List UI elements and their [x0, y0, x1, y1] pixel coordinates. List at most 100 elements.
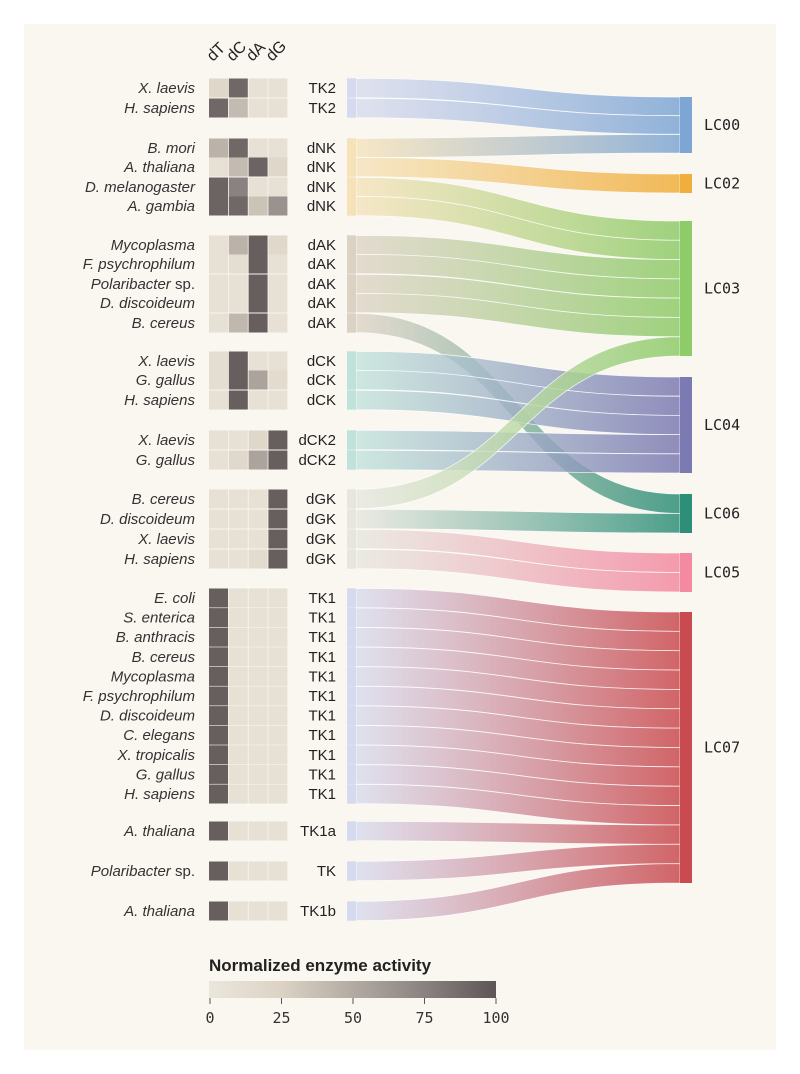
- heatmap-cell-dC: [228, 666, 248, 686]
- organism-name: B. cereus: [132, 649, 196, 666]
- heatmap-cell-dG: [268, 78, 288, 98]
- heatmap-cell-dT: [209, 450, 228, 470]
- heatmap-cell-dG: [268, 254, 288, 274]
- organism-label: X. laevis: [137, 531, 195, 548]
- source-node-bar: [347, 313, 356, 333]
- cluster-label: LC05: [704, 564, 740, 582]
- heatmap-cell-dA: [248, 313, 268, 333]
- heatmap-cell-dG: [268, 293, 288, 313]
- heatmap-cell-dA: [248, 549, 268, 569]
- heatmap-cell-dC: [228, 157, 248, 177]
- organism-label: Polaribacter sp.: [91, 276, 195, 293]
- heatmap-cell-dG: [268, 390, 288, 410]
- target-node-LC06: [680, 494, 692, 533]
- source-node-bar: [347, 745, 356, 765]
- heatmap-cell-dA: [248, 861, 268, 881]
- heatmap-cell-dC: [228, 549, 248, 569]
- source-node-bar: [347, 293, 356, 313]
- organism-name: B. cereus: [132, 491, 196, 508]
- heatmap-cell-dA: [248, 706, 268, 726]
- organism-name: X. laevis: [137, 353, 195, 370]
- heatmap-row: X. laevis dCK: [137, 351, 336, 371]
- legend-tick-label: 75: [415, 1009, 433, 1027]
- organism-name: X. laevis: [137, 432, 195, 449]
- heatmap-cell-dC: [228, 764, 248, 784]
- column-header-dG: dG: [263, 38, 290, 65]
- heatmap-cell-dG: [268, 235, 288, 255]
- heatmap-row: E. coli TK1: [154, 588, 336, 608]
- organism-name: D. discoideum: [100, 708, 195, 725]
- organism-label: H. sapiens: [124, 100, 195, 117]
- source-node-bar: [347, 78, 356, 98]
- heatmap-row: X. tropicalis TK1: [116, 745, 336, 765]
- heatmap-cell-dA: [248, 821, 268, 841]
- heatmap-cell-dT: [209, 370, 228, 390]
- heatmap-cell-dT: [209, 430, 228, 450]
- heatmap-cell-dG: [268, 861, 288, 881]
- legend-tick-label: 25: [272, 1009, 290, 1027]
- source-node-bar: [347, 705, 356, 726]
- heatmap-cell-dA: [248, 157, 268, 177]
- source-node-bar: [347, 509, 356, 529]
- heatmap-row: X. laevis dCK2: [137, 430, 336, 450]
- organism-label: G. gallus: [136, 452, 196, 469]
- organism-name: F. psychrophilum: [83, 256, 195, 273]
- source-node-bar: [347, 196, 356, 216]
- heatmap-cell-dG: [268, 549, 288, 569]
- heatmap-cell-dT: [209, 293, 228, 313]
- heatmap-cell-dC: [228, 745, 248, 765]
- gene-label: TK1: [308, 668, 336, 685]
- heatmap-row: X. laevis dGK: [137, 529, 336, 549]
- heatmap-cell-dT: [209, 784, 228, 804]
- heatmap-row: Polaribacter sp. dAK: [91, 274, 336, 294]
- heatmap-cell-dT: [209, 313, 228, 333]
- heatmap-cell-dG: [268, 666, 288, 686]
- organism-name: F. psychrophilum: [83, 688, 195, 705]
- heatmap-cell-dA: [248, 764, 268, 784]
- legend-tick-label: 0: [205, 1009, 214, 1027]
- gene-label: dGK: [306, 551, 336, 568]
- source-node-bar: [347, 138, 356, 158]
- gene-label: TK1: [308, 708, 336, 725]
- heatmap-cell-dA: [248, 509, 268, 529]
- organism-name: H. sapiens: [124, 786, 195, 803]
- organism-name: A. thaliana: [123, 823, 195, 840]
- organism-label: A. thaliana: [123, 159, 195, 176]
- organism-name: B. anthracis: [116, 629, 196, 646]
- heatmap-cell-dG: [268, 647, 288, 667]
- heatmap-cell-dG: [268, 764, 288, 784]
- organism-label: C. elegans: [123, 727, 195, 744]
- heatmap-cell-dA: [248, 627, 268, 647]
- heatmap-cell-dT: [209, 509, 228, 529]
- cluster-label: LC06: [704, 505, 740, 523]
- organism-label: X. laevis: [137, 432, 195, 449]
- heatmap-cell-dT: [209, 138, 228, 158]
- heatmap-cell-dC: [228, 821, 248, 841]
- gene-label: TK1: [308, 688, 336, 705]
- target-node-LC02: [680, 174, 692, 193]
- heatmap-cell-dC: [228, 370, 248, 390]
- cluster-label: LC02: [704, 175, 740, 193]
- heatmap-row: A. thaliana TK1b: [123, 901, 336, 921]
- source-node-bar: [347, 489, 356, 509]
- heatmap-cell-dT: [209, 901, 228, 921]
- gene-label: dNK: [307, 140, 336, 157]
- gene-label: dAK: [308, 276, 336, 293]
- heatmap-cell-dG: [268, 784, 288, 804]
- heatmap-cell-dG: [268, 98, 288, 118]
- heatmap-cell-dC: [228, 901, 248, 921]
- organism-label: E. coli: [154, 590, 196, 607]
- organism-label: H. sapiens: [124, 392, 195, 409]
- legend-tick-label: 100: [482, 1009, 509, 1027]
- gene-label: dAK: [308, 237, 336, 254]
- organism-label: G. gallus: [136, 766, 196, 783]
- gene-label: dAK: [308, 315, 336, 332]
- heatmap-row: Mycoplasma TK1: [111, 666, 336, 686]
- source-node-bar: [347, 98, 356, 118]
- organism-label: A. thaliana: [123, 823, 195, 840]
- heatmap-cell-dG: [268, 745, 288, 765]
- target-node-LC07: [680, 612, 692, 883]
- heatmap-cell-dT: [209, 235, 228, 255]
- target-node-LC04: [680, 377, 692, 473]
